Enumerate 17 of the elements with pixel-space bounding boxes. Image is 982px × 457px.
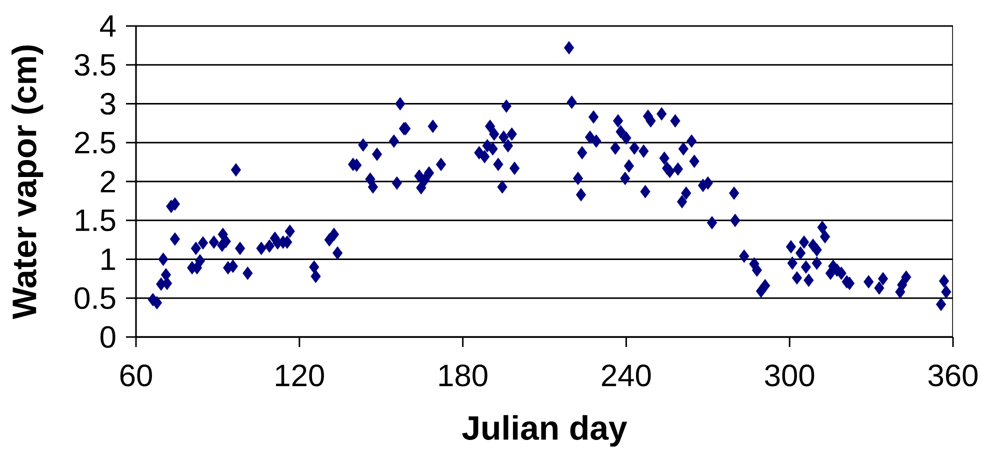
- y-tick-label: 0: [100, 326, 116, 348]
- y-tick-label: 3: [100, 92, 116, 115]
- x-tick-label: 180: [439, 364, 488, 386]
- y-axis-title: Water vapor (cm): [12, 46, 44, 320]
- y-tick-label: 2.5: [75, 132, 116, 154]
- y-tick-label: 0.5: [74, 287, 116, 310]
- y-tick-label: 2: [100, 170, 115, 192]
- y-tick-label: 4: [100, 15, 116, 37]
- x-tick-label: 120: [276, 364, 324, 386]
- x-axis-title: Julian day: [462, 415, 628, 447]
- y-tick-label: 3.5: [74, 54, 116, 76]
- x-tick-label: 360: [928, 364, 978, 386]
- y-tick-label: 1: [102, 248, 115, 270]
- y-tick-label: 1.5: [76, 210, 116, 232]
- x-tick-label: 60: [120, 364, 152, 386]
- x-tick-label: 240: [602, 364, 651, 386]
- x-tick-label: 300: [765, 364, 814, 386]
